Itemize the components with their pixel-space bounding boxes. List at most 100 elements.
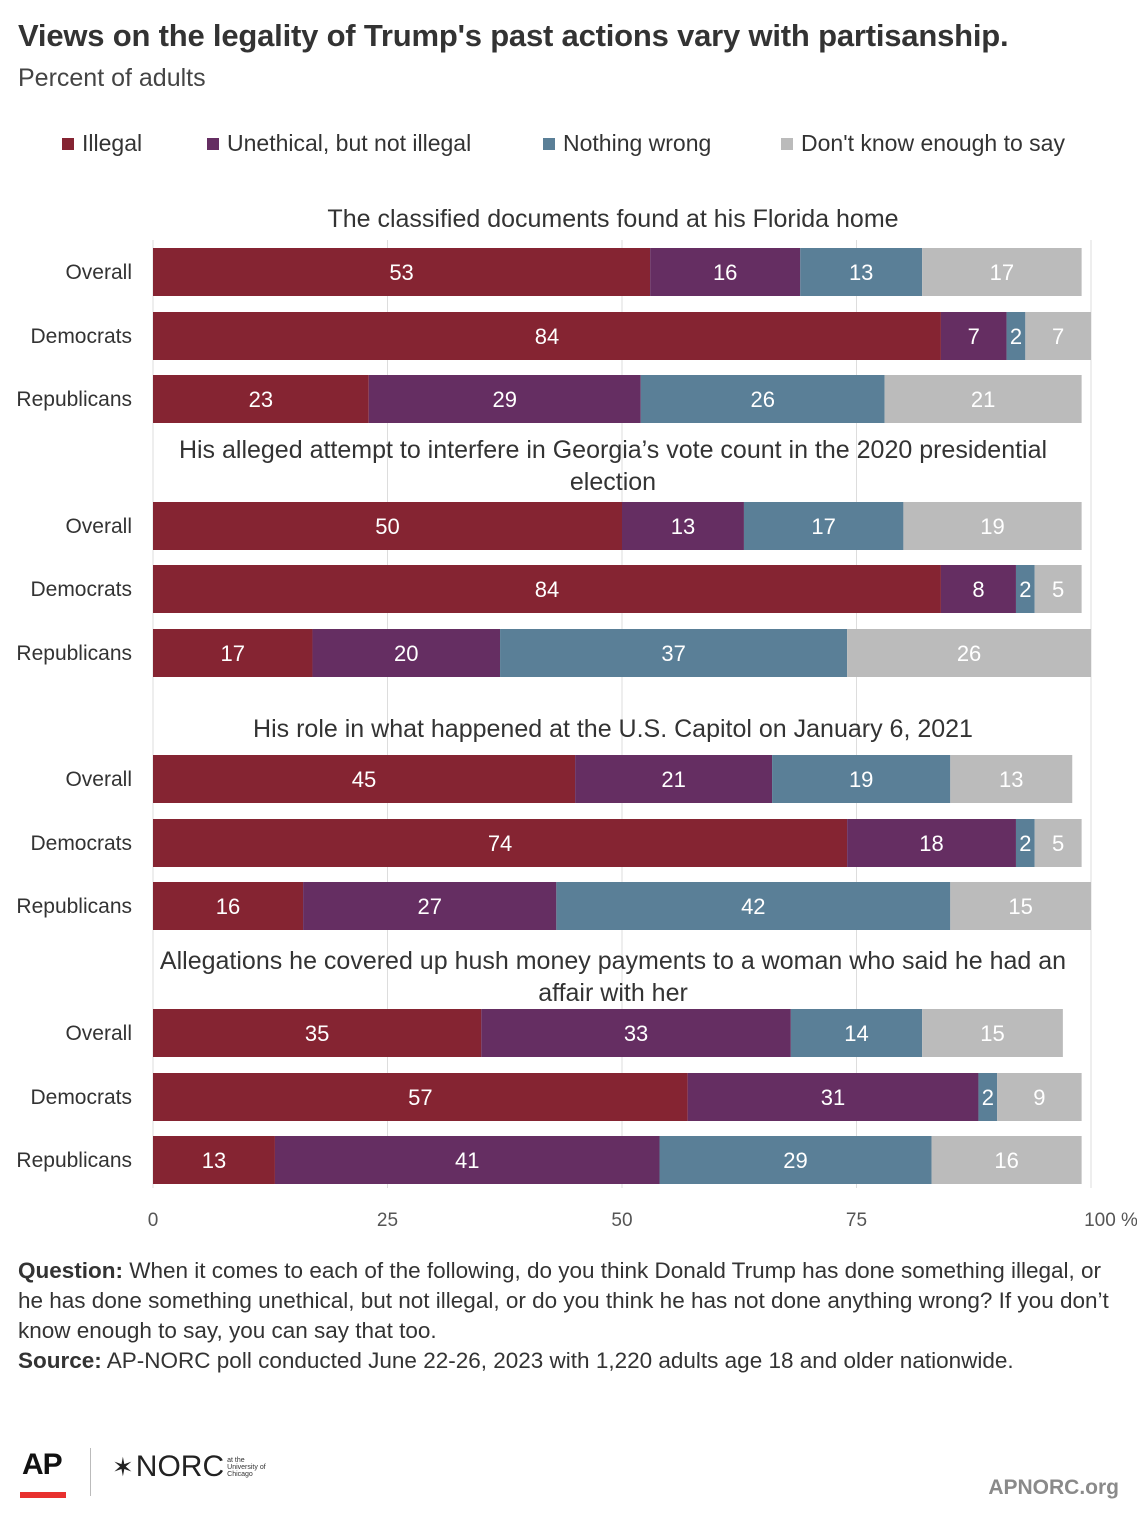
category-label: Republicans <box>16 642 132 665</box>
bar-segment <box>481 1009 791 1057</box>
data-label: 13 <box>671 514 695 539</box>
data-label: 21 <box>971 387 995 412</box>
data-label: 17 <box>811 514 835 539</box>
bar-segment <box>500 629 848 677</box>
category-label: Republicans <box>16 895 132 918</box>
legend-label: Unethical, but not illegal <box>227 130 472 156</box>
bar-segment <box>556 882 951 930</box>
data-label: 17 <box>990 260 1014 285</box>
data-label: 7 <box>1052 324 1064 349</box>
bar-segment <box>772 755 951 803</box>
x-tick-label: 25 <box>377 1210 398 1231</box>
bar-segment <box>153 819 848 867</box>
data-label: 9 <box>1033 1085 1045 1110</box>
data-label: 18 <box>919 831 943 856</box>
data-label: 13 <box>202 1148 226 1173</box>
bar-segment <box>274 1136 660 1184</box>
bar-segment <box>153 1009 482 1057</box>
panel-title: His alleged attempt to interfere in Geor… <box>179 436 1047 496</box>
bar-segment <box>153 629 313 677</box>
data-label: 8 <box>972 577 984 602</box>
panel-title: The classified documents found at his Fl… <box>327 205 898 233</box>
data-label: 16 <box>713 260 737 285</box>
legend: Illegal Unethical, but not illegal Nothi… <box>0 130 1137 160</box>
category-label: Overall <box>65 515 132 538</box>
category-label: Republicans <box>16 388 132 411</box>
bar-segment <box>312 629 501 677</box>
category-label: Democrats <box>30 325 132 348</box>
data-label: 16 <box>216 894 240 919</box>
bar-segment <box>950 882 1091 930</box>
bar-segment <box>931 1136 1082 1184</box>
bar-segment <box>1034 565 1082 613</box>
bar-segment <box>978 1073 998 1121</box>
data-label: 17 <box>220 641 244 666</box>
footer: AP ✶ NORC at the University of Chicago A… <box>0 1440 1137 1536</box>
data-label: 74 <box>488 831 512 856</box>
bar-segment <box>153 375 369 423</box>
data-label: 20 <box>394 641 418 666</box>
bar-segment <box>153 882 304 930</box>
norc-logo-text: NORC <box>135 1450 225 1483</box>
data-label: 27 <box>417 894 441 919</box>
data-label: 37 <box>661 641 685 666</box>
bar-segment <box>922 1009 1063 1057</box>
data-label: 29 <box>493 387 517 412</box>
bar-segment <box>1015 819 1035 867</box>
question-note: Question: When it comes to each of the f… <box>18 1256 1118 1346</box>
bar-segment <box>922 248 1082 296</box>
legend-label: Don't know enough to say <box>801 130 1065 156</box>
data-label: 33 <box>624 1021 648 1046</box>
bar-segment <box>790 1009 923 1057</box>
bar-segment <box>940 565 1016 613</box>
bar-segment <box>743 502 904 550</box>
question-label: Question: <box>18 1258 123 1283</box>
bar-segment <box>1034 819 1082 867</box>
legend-swatch <box>62 137 74 150</box>
data-label: 13 <box>849 260 873 285</box>
data-label: 29 <box>783 1148 807 1173</box>
data-label: 2 <box>982 1085 994 1110</box>
category-label: Overall <box>65 261 132 284</box>
bar-segment <box>847 629 1091 677</box>
data-label: 26 <box>750 387 774 412</box>
data-label: 35 <box>305 1021 329 1046</box>
logo-divider <box>90 1448 91 1496</box>
bar-segment <box>640 375 885 423</box>
x-tick-label: 100 % <box>1084 1210 1137 1231</box>
source-note: Source: AP-NORC poll conducted June 22-2… <box>18 1346 1118 1376</box>
data-label: 2 <box>1019 577 1031 602</box>
bar-segment <box>153 565 941 613</box>
category-label: Overall <box>65 768 132 791</box>
norc-logo-sub: at the University of Chicago <box>227 1456 266 1478</box>
x-tick-label: 50 <box>611 1210 632 1231</box>
legend-swatch <box>543 137 555 150</box>
legend-swatch <box>207 137 219 150</box>
panel-title: His role in what happened at the U.S. Ca… <box>253 715 973 743</box>
bar-segment <box>847 819 1016 867</box>
data-label: 57 <box>408 1085 432 1110</box>
bar-segment <box>153 312 941 360</box>
legend-item-dont-know: Don't know enough to say <box>781 130 1065 157</box>
data-label: 19 <box>849 767 873 792</box>
bar-segment <box>153 502 622 550</box>
data-label: 15 <box>980 1021 1004 1046</box>
bar-segment <box>1006 312 1026 360</box>
question-text: When it comes to each of the following, … <box>18 1258 1109 1343</box>
data-label: 84 <box>535 577 559 602</box>
bar-segment <box>884 375 1082 423</box>
bar-segment <box>687 1073 979 1121</box>
bar-segment <box>153 1073 688 1121</box>
legend-item-nothing-wrong: Nothing wrong <box>543 130 711 157</box>
ap-logo: AP <box>22 1448 63 1481</box>
bar-segment <box>153 248 651 296</box>
data-label: 2 <box>1019 831 1031 856</box>
category-label: Democrats <box>30 832 132 855</box>
legend-item-illegal: Illegal <box>62 130 142 157</box>
category-label: Overall <box>65 1022 132 1045</box>
bar-segment <box>800 248 923 296</box>
chart-title: Views on the legality of Trump's past ac… <box>18 18 1009 53</box>
data-label: 21 <box>661 767 685 792</box>
data-label: 53 <box>389 260 413 285</box>
data-label: 14 <box>844 1021 868 1046</box>
